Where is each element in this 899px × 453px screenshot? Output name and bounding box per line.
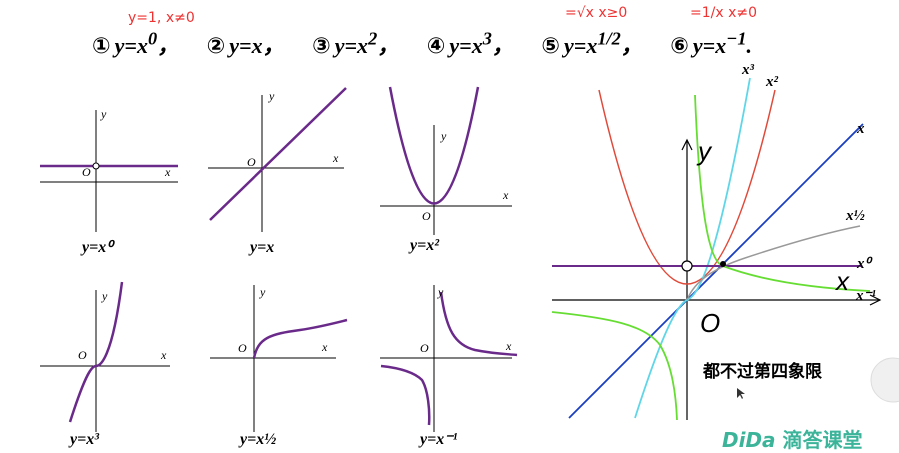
caption-x0: y=x⁰ bbox=[80, 239, 115, 256]
label-x3: x³ bbox=[741, 62, 755, 78]
panel-xhalf: y x O y=x½ bbox=[210, 285, 348, 448]
curve-xhalf bbox=[686, 225, 861, 301]
axis-label-y: y bbox=[101, 289, 108, 303]
panel-x: y x O y=x bbox=[208, 87, 347, 256]
axis-label-x: x bbox=[502, 188, 509, 202]
curve-x2 bbox=[388, 86, 480, 205]
origin-label: O bbox=[238, 341, 247, 355]
origin-label: O bbox=[422, 209, 431, 223]
function-list: ① y=x0， ② y=x， ③ y=x2， ④ y=x3， ⑤ y=x1/2， ⑥ y=x… bbox=[92, 28, 774, 60]
origin-label: O bbox=[420, 341, 429, 355]
axis-label-x: x bbox=[332, 151, 339, 165]
curve-x3 bbox=[634, 77, 751, 419]
handwritten-note-3: =1/x x≠0 bbox=[690, 5, 758, 21]
side-round-button[interactable] bbox=[870, 357, 899, 403]
caption-xhalf: y=x½ bbox=[238, 431, 276, 448]
label-xinv: x⁻¹ bbox=[855, 288, 876, 304]
brand-logo: DiDa bbox=[722, 428, 776, 452]
axis-label-y: y bbox=[440, 129, 447, 143]
hole-point bbox=[92, 162, 100, 170]
panel-xinv: y x O y=x⁻¹ bbox=[380, 285, 518, 448]
note-no-fourth-quadrant: 都不过第四象限 bbox=[703, 362, 822, 382]
origin-label: O bbox=[700, 308, 720, 338]
origin-label: O bbox=[247, 155, 256, 169]
axis-label-x: x bbox=[321, 340, 328, 354]
panel-x3: y x O y=x³ bbox=[40, 281, 170, 448]
label-x: x bbox=[856, 121, 865, 137]
axis-label-y: y bbox=[100, 107, 107, 121]
curve-xinv-right bbox=[439, 291, 518, 357]
x-axis-arrow bbox=[869, 294, 882, 306]
hole-point bbox=[681, 260, 693, 272]
point-1-1 bbox=[720, 261, 726, 267]
combined-graph: y x O x x³ x² x½ x⁰ x⁻¹ bbox=[551, 62, 882, 421]
mouse-cursor-icon bbox=[737, 388, 745, 399]
curve-xinv-left bbox=[380, 364, 431, 426]
curve-x bbox=[209, 87, 347, 221]
axis-label-x: x bbox=[164, 165, 171, 179]
axis-label-y: y bbox=[437, 285, 444, 299]
caption-x3: y=x³ bbox=[68, 431, 99, 448]
axis-label-x: x bbox=[160, 348, 167, 362]
caption-x: y=x bbox=[248, 239, 274, 256]
caption-x2: y=x² bbox=[408, 237, 440, 254]
handwritten-note-2: =√x x≥0 bbox=[565, 5, 628, 21]
function-2: ② y=x， bbox=[206, 33, 285, 59]
function-5: ⑤ y=x1/2， bbox=[541, 28, 643, 59]
curve-x2 bbox=[598, 89, 776, 285]
function-3: ③ y=x2， bbox=[312, 28, 400, 59]
function-4: ④ y=x3， bbox=[426, 28, 514, 59]
curve-xinv-left bbox=[551, 311, 678, 421]
y-axis-arrow bbox=[681, 138, 693, 151]
label-xhalf: x½ bbox=[845, 208, 865, 224]
function-1: ① y=x0， bbox=[92, 28, 180, 59]
brand-watermark: DiDa 滴答课堂 bbox=[722, 424, 863, 453]
axis-label-y: y bbox=[268, 89, 275, 103]
curve-x3 bbox=[68, 281, 124, 423]
function-6: ⑥ y=x−1. bbox=[670, 28, 753, 59]
handwritten-note-1: y=1, x≠0 bbox=[128, 10, 195, 26]
curve-xhalf bbox=[252, 318, 348, 359]
panel-x2: y x O y=x² bbox=[380, 86, 512, 254]
label-x0: x⁰ bbox=[856, 256, 874, 272]
label-x2: x² bbox=[765, 74, 779, 90]
caption-xinv: y=x⁻¹ bbox=[418, 431, 458, 448]
brand-name: 滴答课堂 bbox=[782, 428, 863, 452]
axis-label-y: y bbox=[696, 136, 713, 166]
panel-x0: y x O y=x⁰ bbox=[40, 107, 178, 256]
origin-label: O bbox=[78, 348, 87, 362]
axis-label-x: x bbox=[834, 266, 850, 296]
origin-label: O bbox=[82, 165, 91, 179]
axis-label-x: x bbox=[505, 339, 512, 353]
axis-label-y: y bbox=[259, 285, 266, 299]
